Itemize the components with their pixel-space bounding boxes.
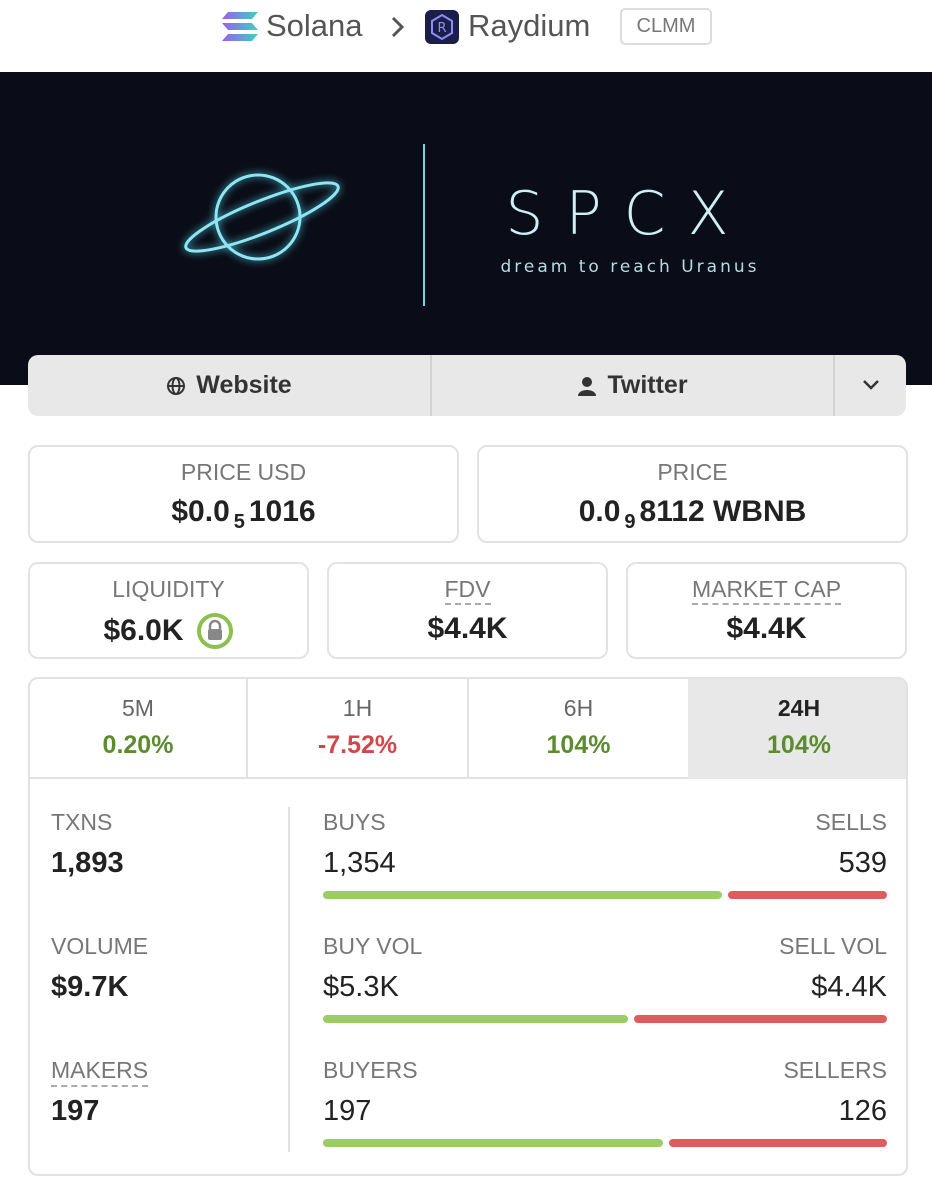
raydium-icon: R xyxy=(425,10,459,44)
right-value: 126 xyxy=(838,1095,887,1127)
price-usd-card: PRICE USD $0.0 5 1016 xyxy=(28,445,459,543)
market-cap-card: MARKET CAP $4.4K xyxy=(626,562,907,659)
total-value: $9.7K xyxy=(51,971,129,1003)
tab-5m[interactable]: 5M 0.20% xyxy=(30,679,248,779)
buy-bar xyxy=(323,891,723,899)
price-usd-label: PRICE USD xyxy=(180,459,307,485)
tab-change: 104% xyxy=(546,731,611,759)
buy-bar xyxy=(323,1139,664,1147)
stat-label[interactable]: MARKET CAP xyxy=(691,576,842,605)
left-name: BUY VOL xyxy=(323,933,423,959)
right-value: $4.4K xyxy=(811,971,887,1003)
price-digits: 1016 xyxy=(248,495,316,528)
stat-value: $6.0K xyxy=(103,614,184,647)
tab-label: 5M xyxy=(122,695,154,721)
sell-bar xyxy=(728,891,887,899)
tab-1h[interactable]: 1H -7.52% xyxy=(248,679,469,779)
pool-badge: CLMM xyxy=(620,8,712,45)
price-prefix: 0.0 xyxy=(578,495,621,528)
total-value: 197 xyxy=(51,1095,100,1127)
right-value: 539 xyxy=(838,847,887,879)
total-label: VOLUME xyxy=(51,933,149,959)
dex-link[interactable]: Raydium xyxy=(468,8,591,43)
price-prefix: $0.0 xyxy=(171,495,230,528)
tab-24h[interactable]: 24H 104% xyxy=(688,679,906,779)
solana-icon xyxy=(222,12,258,41)
svg-text:R: R xyxy=(437,21,446,36)
price-zeros: 9 xyxy=(624,511,636,533)
stat-label[interactable]: FDV xyxy=(444,576,491,605)
twitter-label: Twitter xyxy=(607,371,688,399)
buy-bar xyxy=(323,1015,628,1023)
liquidity-card: LIQUIDITY $6.0K xyxy=(28,562,309,659)
right-name: SELLS xyxy=(815,809,887,835)
fdv-card: FDV $4.4K xyxy=(327,562,608,659)
left-value: 197 xyxy=(323,1095,372,1127)
chevron-right xyxy=(391,16,405,38)
price-zeros: 5 xyxy=(233,511,245,533)
total-label: MAKERS xyxy=(51,1057,149,1087)
chain-link[interactable]: Solana xyxy=(266,8,363,43)
price-value: 0.0 9 8112 WBNB xyxy=(479,495,906,534)
right-name: SELL VOL xyxy=(779,933,887,959)
globe-icon xyxy=(167,376,186,395)
tab-label: 1H xyxy=(342,695,373,721)
sell-bar xyxy=(633,1015,887,1023)
left-value: $5.3K xyxy=(323,971,399,1003)
tab-label: 6H xyxy=(563,695,594,721)
sell-bar xyxy=(669,1139,887,1147)
tab-change: 104% xyxy=(767,731,831,759)
stat-label: LIQUIDITY xyxy=(112,576,225,602)
tab-label: 24H xyxy=(777,695,821,721)
price-digits: 8112 WBNB xyxy=(639,495,807,528)
total-label: TXNS xyxy=(51,809,113,835)
user-icon xyxy=(578,376,597,396)
tab-change: -7.52% xyxy=(317,731,398,759)
activity-card: 5M 0.20% 1H -7.52% 6H 104% 24H 104% TXNS 1,89… xyxy=(28,677,908,1176)
left-value: 1,354 xyxy=(323,847,396,879)
price-usd-value: $0.0 5 1016 xyxy=(30,495,457,534)
link-bar: Website Twitter xyxy=(28,355,906,416)
left-name: BUYS xyxy=(323,809,386,835)
stat-value: $4.4K xyxy=(427,612,508,645)
price-label: PRICE xyxy=(657,459,728,485)
left-name: BUYERS xyxy=(323,1057,418,1083)
price-card: PRICE 0.0 9 8112 WBNB xyxy=(477,445,908,543)
banner: SPCX dream to reach Uranus xyxy=(0,72,932,385)
website-label: Website xyxy=(196,371,292,399)
tab-6h[interactable]: 6H 104% xyxy=(469,679,688,779)
website-button[interactable]: Website xyxy=(28,355,430,416)
total-value: 1,893 xyxy=(51,847,124,879)
lock-icon[interactable] xyxy=(196,612,234,650)
twitter-button[interactable]: Twitter xyxy=(432,355,833,416)
more-links-button[interactable] xyxy=(861,377,881,393)
stat-value: $4.4K xyxy=(726,612,807,645)
tab-change: 0.20% xyxy=(102,731,174,759)
stat-value-row: $6.0K xyxy=(30,612,307,650)
banner-tagline: dream to reach Uranus xyxy=(501,257,760,277)
right-name: SELLERS xyxy=(783,1057,887,1083)
banner-title: SPCX xyxy=(505,179,750,249)
